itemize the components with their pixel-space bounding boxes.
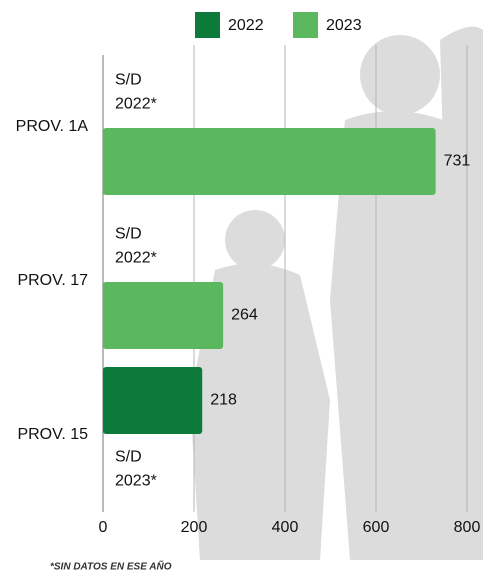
x-tick-label: 800 bbox=[454, 519, 481, 536]
legend-swatch bbox=[195, 12, 220, 38]
page: *SIN DATOS EN ESE AÑO 0 200 400 600 800 2022 2… bbox=[0, 0, 483, 577]
value-label: 731 bbox=[444, 153, 471, 170]
x-tick-label: 600 bbox=[363, 519, 390, 536]
annotation: 2023* bbox=[115, 473, 157, 490]
y-tick-label: PROV. 1A bbox=[16, 118, 89, 135]
x-tick-label: 400 bbox=[272, 519, 299, 536]
value-label: 264 bbox=[231, 307, 258, 324]
chart: *SIN DATOS EN ESE AÑO 0 200 400 600 800 2022 2… bbox=[0, 0, 483, 577]
background-silhouettes bbox=[190, 27, 483, 560]
legend-swatch bbox=[293, 12, 318, 38]
bar bbox=[103, 128, 436, 195]
footnote: *SIN DATOS EN ESE AÑO bbox=[50, 560, 172, 573]
x-tick-label: 200 bbox=[181, 519, 208, 536]
y-tick-label: PROV. 15 bbox=[17, 426, 88, 443]
legend-label: 2022 bbox=[228, 17, 264, 34]
annotation: S/D bbox=[115, 72, 142, 89]
annotation: S/D bbox=[115, 449, 142, 466]
annotation: 2022* bbox=[115, 96, 157, 113]
annotation: 2022* bbox=[115, 250, 157, 267]
annotation: S/D bbox=[115, 226, 142, 243]
bar bbox=[103, 282, 223, 349]
value-label: 218 bbox=[210, 392, 237, 409]
legend-label: 2023 bbox=[326, 17, 362, 34]
bar bbox=[103, 367, 202, 434]
y-tick-label: PROV. 17 bbox=[17, 272, 88, 289]
x-tick-label: 0 bbox=[99, 519, 108, 536]
